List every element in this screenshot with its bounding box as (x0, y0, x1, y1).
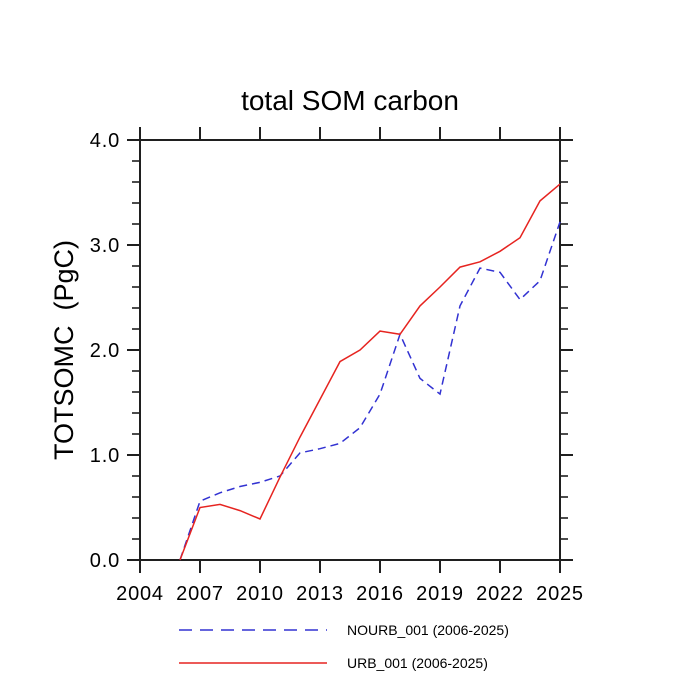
y-tick-label: 3.0 (90, 235, 120, 257)
nourb-legend-line (179, 629, 327, 631)
urb-legend-line (179, 662, 327, 664)
x-tick-label: 2016 (356, 583, 404, 605)
x-tick-label: 2004 (116, 583, 164, 605)
x-tick-label: 2010 (236, 583, 284, 605)
plot-border (139, 139, 561, 561)
legend-item-urb: URB_001 (2006-2025) (0, 656, 700, 670)
x-tick-label: 2025 (536, 583, 584, 605)
legend-item-nourb: NOURB_001 (2006-2025) (0, 623, 700, 637)
series-line-urb_001 (179, 183, 561, 561)
nourb-legend-label: NOURB_001 (2006-2025) (347, 622, 509, 638)
x-tick-label: 2007 (176, 583, 224, 605)
x-tick-label: 2022 (476, 583, 524, 605)
urb-legend-label: URB_001 (2006-2025) (347, 655, 488, 671)
series-line-nourb_001 (179, 221, 561, 561)
y-tick-label: 4.0 (90, 130, 120, 152)
x-tick-label: 2019 (416, 583, 464, 605)
chart-title: total SOM carbon (241, 85, 459, 116)
y-tick-label: 2.0 (90, 340, 120, 362)
x-tick-label: 2013 (296, 583, 344, 605)
y-tick-label: 1.0 (90, 445, 120, 467)
y-tick-label: 0.0 (90, 550, 120, 572)
